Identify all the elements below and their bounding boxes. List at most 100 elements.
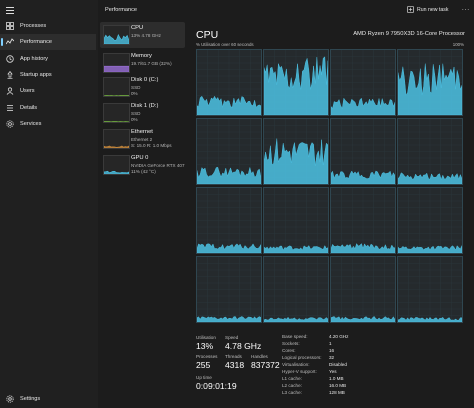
utilisation-value: 13%: [196, 341, 214, 351]
perf-item-title: Memory: [131, 53, 152, 59]
cpu-core-graph: [330, 256, 396, 323]
cpu-core-graph: [330, 118, 396, 185]
cpu-core-usage-area: [264, 245, 328, 253]
speed-value: 4.78 GHz: [225, 341, 262, 351]
cpu-core-graph: [263, 187, 329, 254]
cpu-core-graph: [330, 187, 396, 254]
spec-value: 32: [329, 355, 335, 360]
users-icon: [6, 87, 14, 95]
perf-item-subtitle: Ethernet 2: [131, 137, 153, 142]
thumbnail-usage-area: [104, 121, 129, 122]
cpu-core-usage-area: [331, 170, 395, 184]
header-bar: Performance Run new task ...: [98, 0, 474, 20]
thumbnail-usage-area: [104, 95, 129, 96]
perf-item-subtitle: 19.7/61.7 GB (32%): [131, 61, 172, 66]
cpu-core-usage-area: [197, 166, 261, 184]
nav-label-processes: Processes: [20, 23, 47, 29]
nav-label-performance: Performance: [20, 39, 53, 45]
cpu-core-usage-area: [264, 316, 328, 322]
perf-item-cpu[interactable]: CPU 13% 4.78 GHz: [100, 22, 185, 48]
nav-item-app-history[interactable]: App history: [0, 51, 96, 67]
spec-label: Sockets:: [282, 341, 300, 346]
processes-label: Processes: [196, 354, 218, 359]
cpu-core-graph: [397, 118, 463, 185]
thumbnail-usage-area: [104, 65, 129, 72]
nav-item-settings[interactable]: Settings: [0, 392, 96, 406]
nav-label-details: Details: [20, 105, 38, 111]
run-new-task-icon: [407, 6, 414, 13]
utilisation-graph-label: % Utilisation over 60 seconds: [196, 42, 254, 47]
page-title: Performance: [105, 7, 138, 13]
perf-item-subtitle: NVIDIA GeForce RTX 407: [131, 163, 185, 168]
perf-item-ethernet[interactable]: Ethernet Ethernet 2 S: 15.0 R: 1.0 Mbps: [100, 126, 185, 152]
cpu-model-name: AMD Ryzen 9 7950X3D 16-Core Processor: [353, 31, 465, 37]
cpu-core-usage-area: [331, 243, 395, 253]
spec-value: 1.0 MB: [329, 376, 344, 381]
perf-item-disk-0[interactable]: Disk 0 (C:) SSD 0%: [100, 74, 185, 100]
spec-value: 16.0 MB: [329, 383, 347, 388]
perf-item-subtitle-2: S: 15.0 R: 1.0 Mbps: [131, 143, 172, 148]
perf-item-gpu-0[interactable]: GPU 0 NVIDIA GeForce RTX 407 11% (42 °C): [100, 152, 185, 178]
perf-item-title: CPU: [131, 25, 144, 31]
speed-label: Speed: [225, 335, 239, 340]
memory-thumbnail-graph: [103, 53, 130, 73]
cpu-core-graph: [196, 49, 262, 116]
thumbnail-usage-area: [104, 33, 129, 44]
spec-label: L1 cache:: [282, 376, 302, 381]
spec-label: Virtualisation:: [282, 362, 310, 367]
spec-value: Yes: [329, 369, 337, 374]
nav-item-users[interactable]: Users: [0, 83, 96, 99]
cpu-core-graph: [263, 118, 329, 185]
cpu-core-usage-area: [197, 95, 261, 115]
perf-item-disk-1[interactable]: Disk 1 (D:) SSD 0%: [100, 100, 185, 126]
settings-icon: [6, 395, 14, 403]
run-new-task-button[interactable]: Run new task: [407, 6, 448, 13]
nav-label-users: Users: [20, 88, 35, 94]
nav-label-services: Services: [20, 121, 42, 127]
cpu-core-graph: [330, 49, 396, 116]
threads-label: Threads: [225, 354, 242, 359]
nav-item-services[interactable]: Services: [0, 116, 96, 132]
perf-item-subtitle-2: 11% (42 °C): [131, 169, 156, 174]
nav-item-details[interactable]: Details: [0, 100, 96, 116]
nav-item-startup-apps[interactable]: Startup apps: [0, 67, 96, 83]
perf-item-subtitle: SSD: [131, 85, 141, 90]
hamburger-menu-icon[interactable]: [6, 5, 16, 15]
cpu-core-graph: [397, 49, 463, 116]
spec-label: Cores:: [282, 348, 296, 353]
spec-value: Disabled: [329, 362, 347, 367]
ethernet-thumbnail-graph: [103, 129, 130, 149]
cpu-core-usage-area: [197, 243, 261, 253]
handles-value: 837372: [251, 360, 280, 370]
spec-label: Logical processors:: [282, 355, 322, 360]
nav-item-processes[interactable]: Processes: [0, 18, 96, 34]
nav-item-performance[interactable]: Performance: [0, 34, 96, 50]
cpu-core-graph: [196, 187, 262, 254]
processes-value: 255: [196, 360, 211, 370]
startup-apps-icon: [6, 71, 14, 79]
more-options-button[interactable]: ...: [462, 6, 471, 12]
cpu-core-usage-area: [331, 316, 395, 322]
performance-icon: [6, 38, 14, 46]
details-icon: [6, 104, 14, 112]
spec-value: 16: [329, 348, 335, 353]
spec-value: 128 MB: [329, 390, 345, 395]
perf-item-title: GPU 0: [131, 155, 149, 161]
uptime-value: 0:09:01:19: [196, 381, 237, 391]
cpu-core-usage-area: [398, 245, 462, 253]
cpu-core-graphs: [196, 49, 464, 325]
spec-value: 1: [329, 341, 332, 346]
spec-label: L2 cache:: [282, 383, 302, 388]
cpu-stats-panel: Utilisation 13% Speed 4.78 GHz Processes…: [196, 333, 466, 408]
perf-item-subtitle-2: 0%: [131, 91, 138, 96]
perf-item-memory[interactable]: Memory 19.7/61.7 GB (32%): [100, 50, 185, 76]
thumbnail-usage-area: [104, 170, 129, 174]
app-history-icon: [6, 55, 14, 63]
perf-item-subtitle-2: 0%: [131, 117, 138, 122]
nav-label-startup-apps: Startup apps: [20, 72, 52, 78]
cpu-core-graph: [196, 118, 262, 185]
cpu-thumbnail-graph: [103, 25, 130, 45]
nav-label-app-history: App history: [20, 56, 48, 62]
disk-0-thumbnail-graph: [103, 77, 130, 97]
services-icon: [6, 120, 14, 128]
